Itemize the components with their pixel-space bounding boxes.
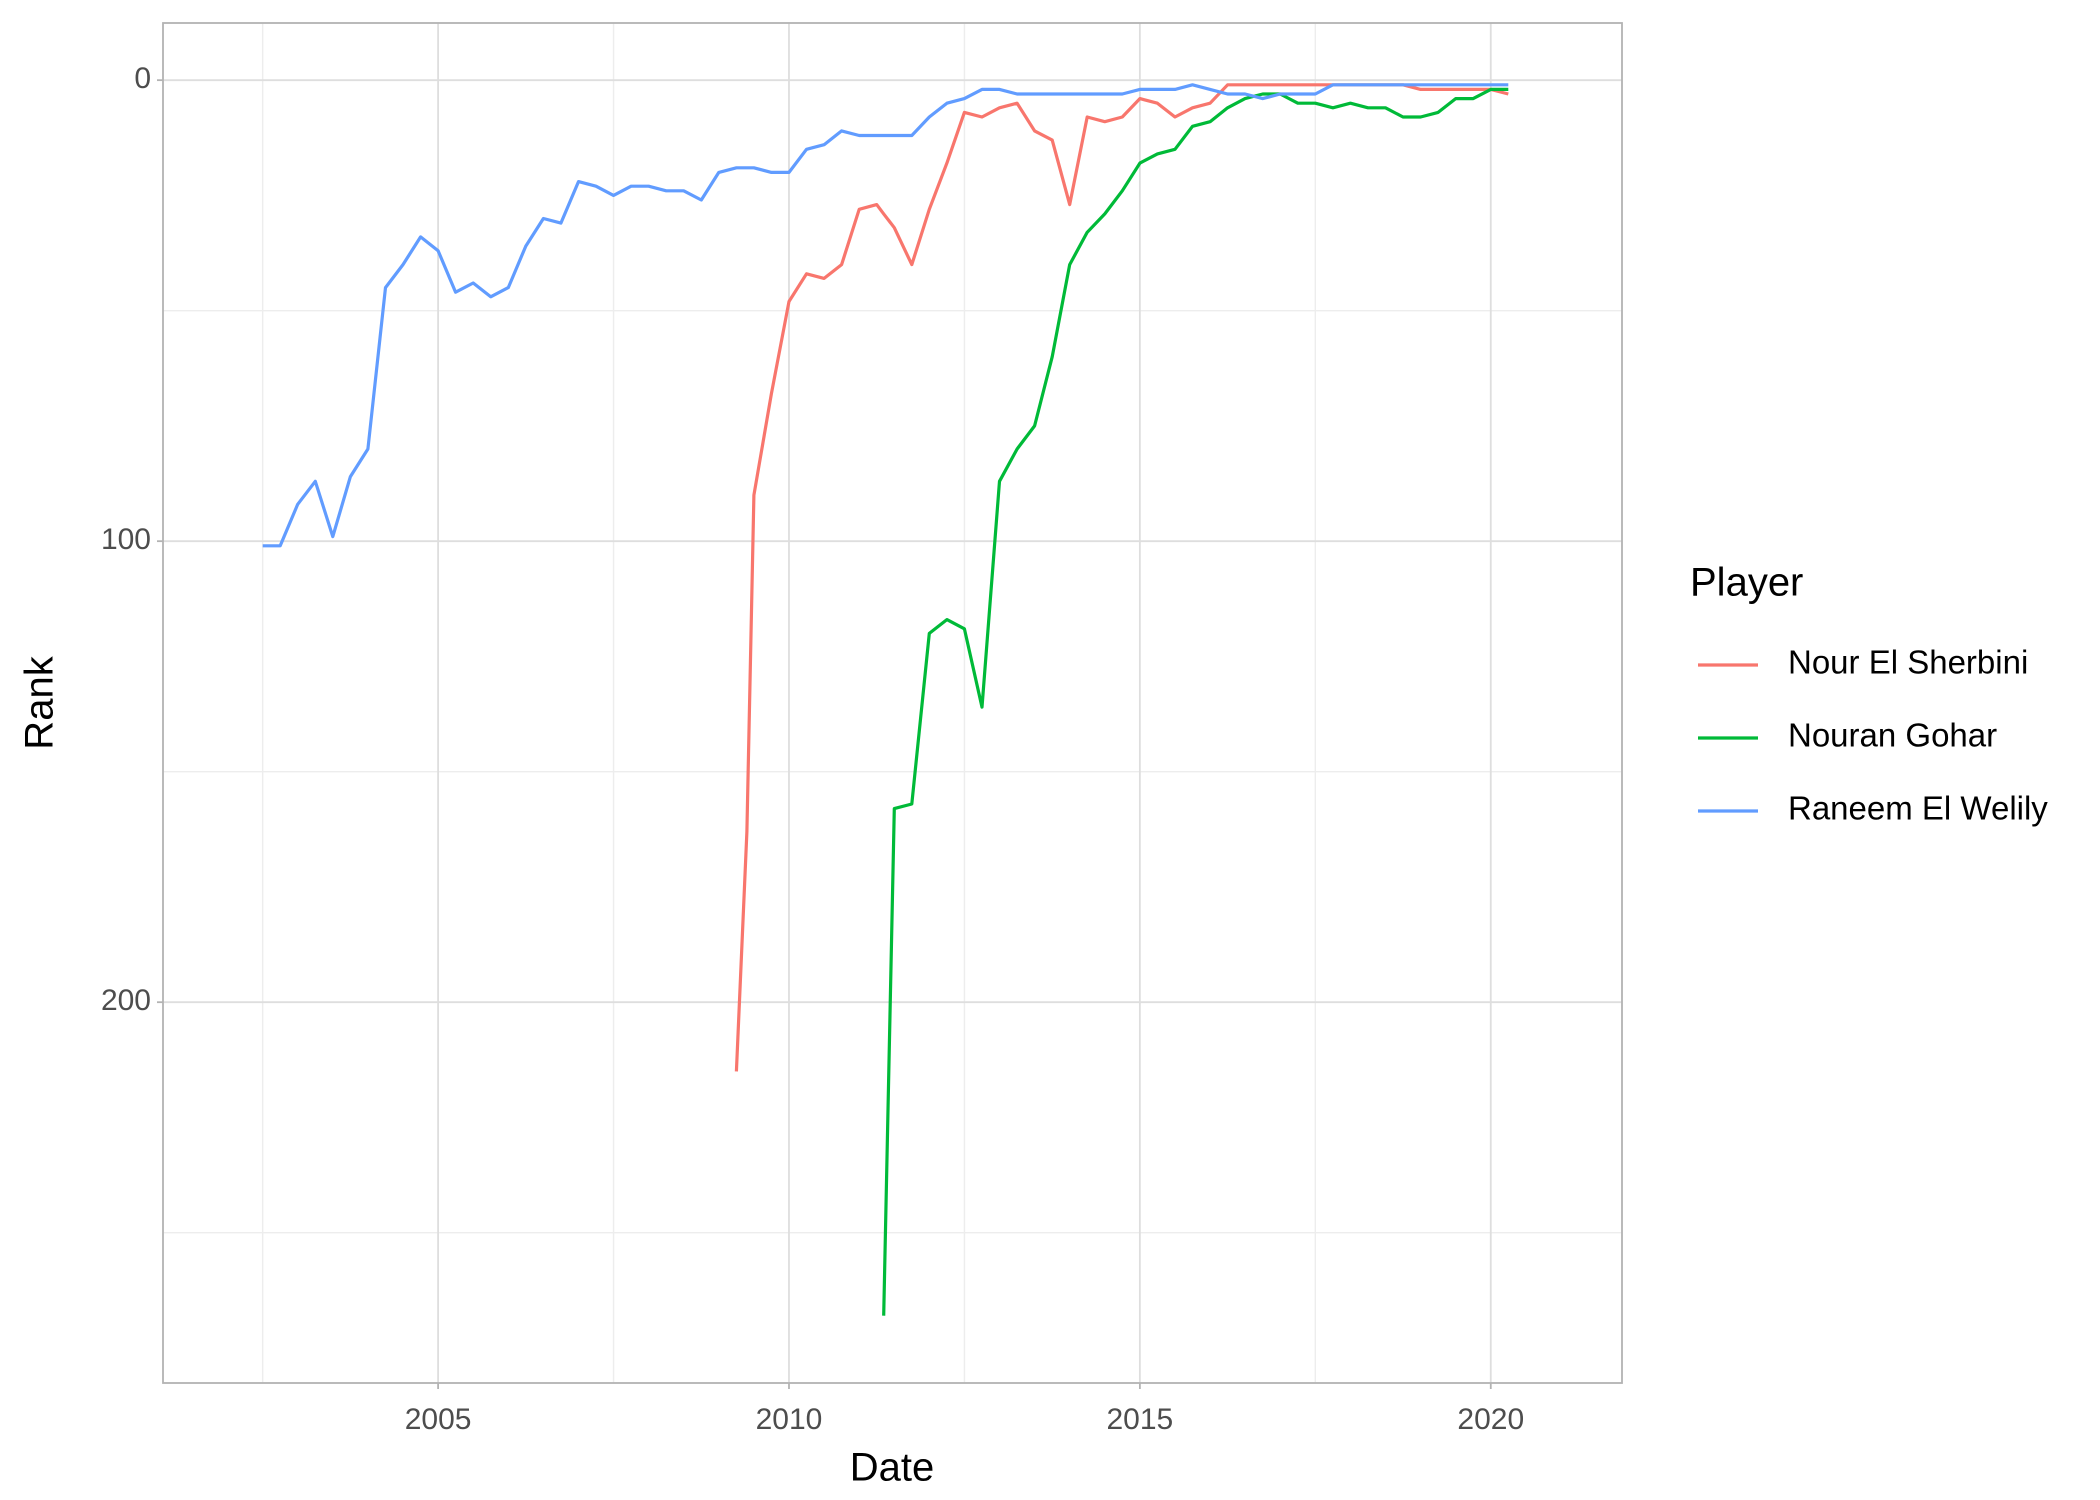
x-tick-label: 2005 (405, 1403, 472, 1436)
y-tick-label: 0 (134, 62, 151, 95)
y-tick-label: 100 (101, 523, 151, 556)
panel-border (162, 22, 1623, 1384)
x-axis-title: Date (850, 1446, 935, 1490)
series-line (882, 87, 1509, 1316)
legend-label: Nour El Sherbini (1788, 644, 2028, 681)
x-tick-label: 2015 (1107, 1403, 1174, 1436)
x-tick-label: 2020 (1457, 1403, 1524, 1436)
legend-label: Raneem El Welily (1788, 790, 2048, 827)
x-tick-label: 2010 (756, 1403, 823, 1436)
legend-title: Player (1690, 561, 1803, 605)
legend-label: Nouran Gohar (1788, 717, 1997, 754)
series-line (262, 83, 1509, 548)
y-axis-title: Rank (18, 655, 62, 749)
y-tick-label: 200 (101, 984, 151, 1017)
